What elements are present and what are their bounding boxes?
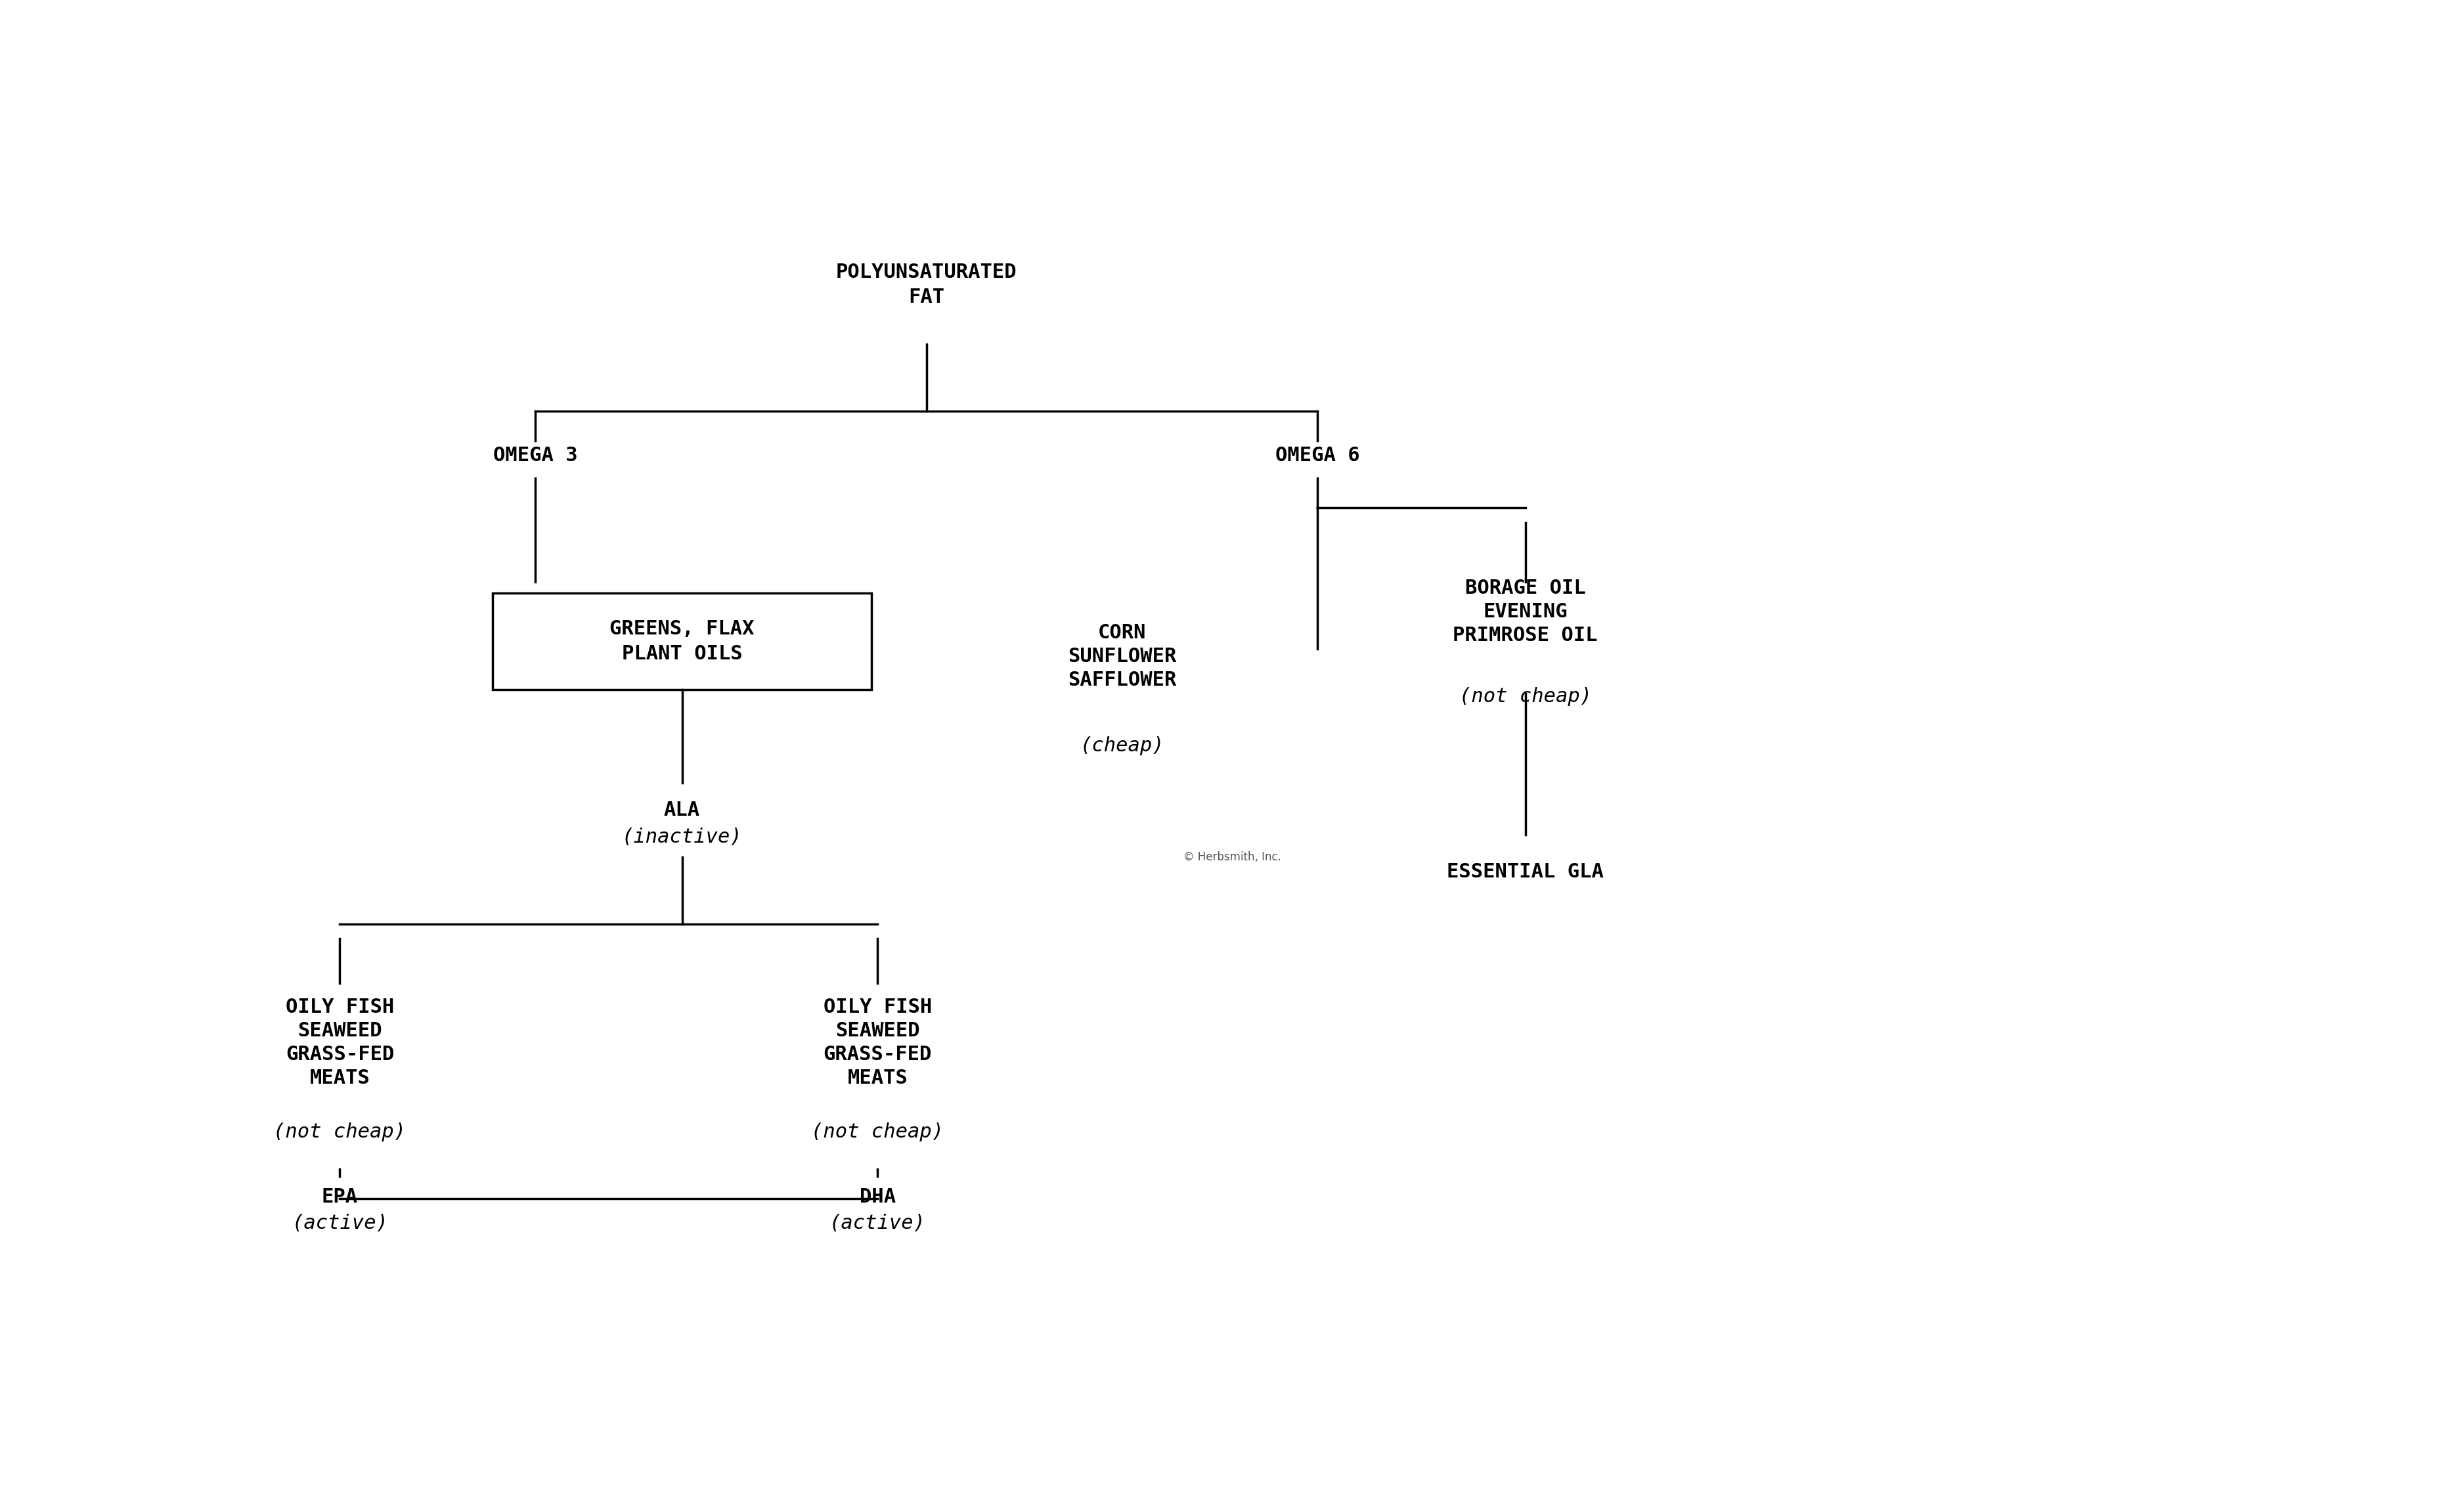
Text: BORAGE OIL
EVENING
PRIMROSE OIL: BORAGE OIL EVENING PRIMROSE OIL	[1454, 578, 1597, 645]
Text: (active): (active)	[830, 1214, 926, 1233]
Text: (not cheap): (not cheap)	[811, 1122, 944, 1142]
Text: CORN
SUNFLOWER
SAFFLOWER: CORN SUNFLOWER SAFFLOWER	[1067, 623, 1175, 690]
Text: DHA: DHA	[860, 1187, 897, 1206]
Text: ALA: ALA	[663, 801, 700, 819]
Text: GREENS, FLAX
PLANT OILS: GREENS, FLAX PLANT OILS	[609, 619, 754, 664]
Text: OILY FISH
SEAWEED
GRASS-FED
MEATS: OILY FISH SEAWEED GRASS-FED MEATS	[286, 998, 394, 1087]
Text: (active): (active)	[291, 1214, 389, 1233]
Text: OMEGA 3: OMEGA 3	[493, 446, 577, 465]
Text: OMEGA 6: OMEGA 6	[1276, 446, 1360, 465]
Text: POLYUNSATURATED
FAT: POLYUNSATURATED FAT	[835, 262, 1018, 307]
Text: © Herbsmith, Inc.: © Herbsmith, Inc.	[1183, 851, 1281, 863]
Text: (inactive): (inactive)	[621, 827, 742, 846]
Text: (not cheap): (not cheap)	[1459, 687, 1592, 706]
Text: (not cheap): (not cheap)	[274, 1122, 407, 1142]
Text: EPA: EPA	[323, 1187, 357, 1206]
Text: OILY FISH
SEAWEED
GRASS-FED
MEATS: OILY FISH SEAWEED GRASS-FED MEATS	[823, 998, 931, 1087]
Text: ESSENTIAL GLA: ESSENTIAL GLA	[1446, 863, 1604, 881]
Text: (cheap): (cheap)	[1079, 736, 1165, 755]
